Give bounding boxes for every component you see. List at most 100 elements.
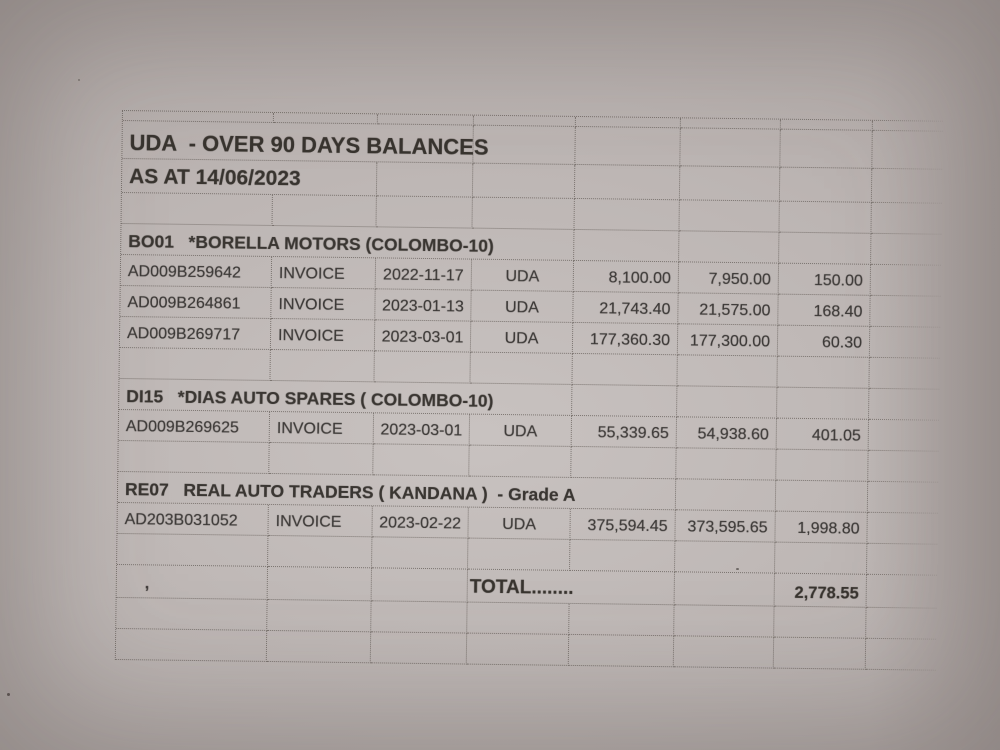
amount-cell: 8,100.00 (573, 260, 680, 294)
doc-no-cell: AD009B259642 (120, 255, 273, 288)
empty-cell (869, 357, 940, 390)
empty-cell (679, 231, 780, 264)
empty-cell (676, 448, 777, 481)
doc-no-cell: AD009B264861 (120, 285, 272, 319)
empty-cell (674, 572, 775, 607)
total-value: 2,778.55 (774, 573, 867, 608)
empty-cell (575, 126, 681, 167)
empty-cell (779, 232, 872, 265)
empty-cell (872, 130, 943, 170)
empty-cell (866, 607, 937, 640)
empty-cell (677, 355, 778, 388)
date-cell: 2023-02-22 (372, 506, 469, 539)
balance-cell: 168.40 (778, 294, 871, 327)
balance-cell: 150.00 (778, 263, 872, 296)
empty-cell (571, 446, 677, 480)
empty-cell (674, 605, 775, 638)
amount-cell: 177,360.30 (572, 322, 679, 356)
empty-cell (572, 353, 678, 387)
empty-cell (472, 197, 575, 230)
empty-cell (467, 602, 570, 635)
report-date: AS AT 14/06/2023 (121, 159, 378, 197)
doc-no-cell: AD203B031052 (117, 502, 269, 536)
empty-cell (373, 444, 470, 477)
empty-cell (868, 419, 940, 452)
empty-cell (773, 637, 867, 670)
type-cell: INVOICE (271, 287, 376, 321)
empty-cell (780, 129, 873, 169)
empty-cell (370, 632, 468, 665)
amount-cell: 375,594.45 (570, 508, 676, 542)
empty-cell (121, 193, 273, 226)
balance-cell: 401.05 (776, 418, 870, 451)
empty-cell (269, 442, 374, 476)
settled-cell: 21,575.00 (678, 293, 779, 326)
empty-cell (270, 349, 375, 383)
empty-cell (774, 542, 868, 575)
type-cell: INVOICE (268, 504, 373, 538)
empty-cell (866, 543, 938, 576)
empty-cell (118, 440, 270, 474)
paper-speck (736, 568, 739, 570)
empty-cell (869, 388, 940, 421)
empty-cell (115, 628, 268, 662)
empty-cell (871, 202, 942, 235)
empty-cell (868, 450, 939, 483)
empty-cell (871, 168, 943, 204)
branch-cell: UDA (469, 414, 573, 447)
empty-cell (569, 603, 675, 637)
empty-cell (775, 480, 869, 513)
empty-cell (865, 638, 937, 671)
empty-cell (466, 633, 570, 666)
type-cell: INVOICE (269, 411, 375, 445)
settled-cell: 7,950.00 (678, 262, 780, 295)
empty-cell (371, 601, 468, 634)
date-cell: 2022-11-17 (375, 258, 473, 291)
empty-cell (268, 535, 373, 569)
amount-cell: 55,339.65 (571, 415, 678, 449)
branch-cell: UDA (470, 321, 574, 354)
empty-cell (468, 538, 571, 571)
empty-cell (470, 352, 573, 385)
empty-cell (673, 636, 775, 669)
empty-cell (866, 574, 937, 609)
spreadsheet-printout: UDA - OVER 90 DAYS BALANCES AS AT 14/06/… (114, 110, 943, 671)
empty-cell (870, 295, 941, 328)
empty-cell (116, 597, 268, 631)
empty-cell (574, 198, 680, 232)
empty-cell (867, 512, 938, 545)
total-label: TOTAL........ (467, 569, 675, 606)
empty-cell (869, 326, 941, 359)
empty-cell (777, 387, 870, 420)
empty-cell (867, 481, 939, 514)
empty-cell (371, 568, 469, 603)
empty-cell (680, 128, 781, 168)
settled-cell: 177,300.00 (677, 324, 779, 357)
type-cell: INVOICE (271, 256, 377, 290)
date-cell: 2023-03-01 (373, 413, 471, 446)
empty-cell (674, 541, 776, 574)
empty-cell (119, 347, 271, 381)
total-note: , (116, 564, 269, 600)
paper-speck (7, 693, 10, 696)
type-cell: INVOICE (270, 318, 376, 352)
empty-cell (574, 164, 681, 201)
empty-cell (267, 566, 373, 602)
empty-cell (870, 264, 942, 297)
branch-cell: UDA (471, 290, 574, 323)
settled-cell: 54,938.60 (676, 417, 778, 450)
empty-cell (675, 479, 777, 512)
branch-cell: UDA (468, 507, 571, 540)
empty-cell (779, 201, 872, 234)
doc-no-cell: AD009B269717 (119, 316, 272, 350)
empty-cell (117, 533, 269, 567)
empty-cell (777, 356, 870, 389)
report-title: UDA - OVER 90 DAYS BALANCES (122, 121, 489, 164)
balance-cell: 1,998.80 (775, 511, 868, 544)
empty-cell (779, 167, 873, 203)
empty-cell (376, 196, 473, 229)
empty-cell (774, 606, 867, 639)
paper-speck (78, 79, 80, 81)
empty-cell (272, 194, 377, 228)
empty-cell (776, 449, 869, 482)
